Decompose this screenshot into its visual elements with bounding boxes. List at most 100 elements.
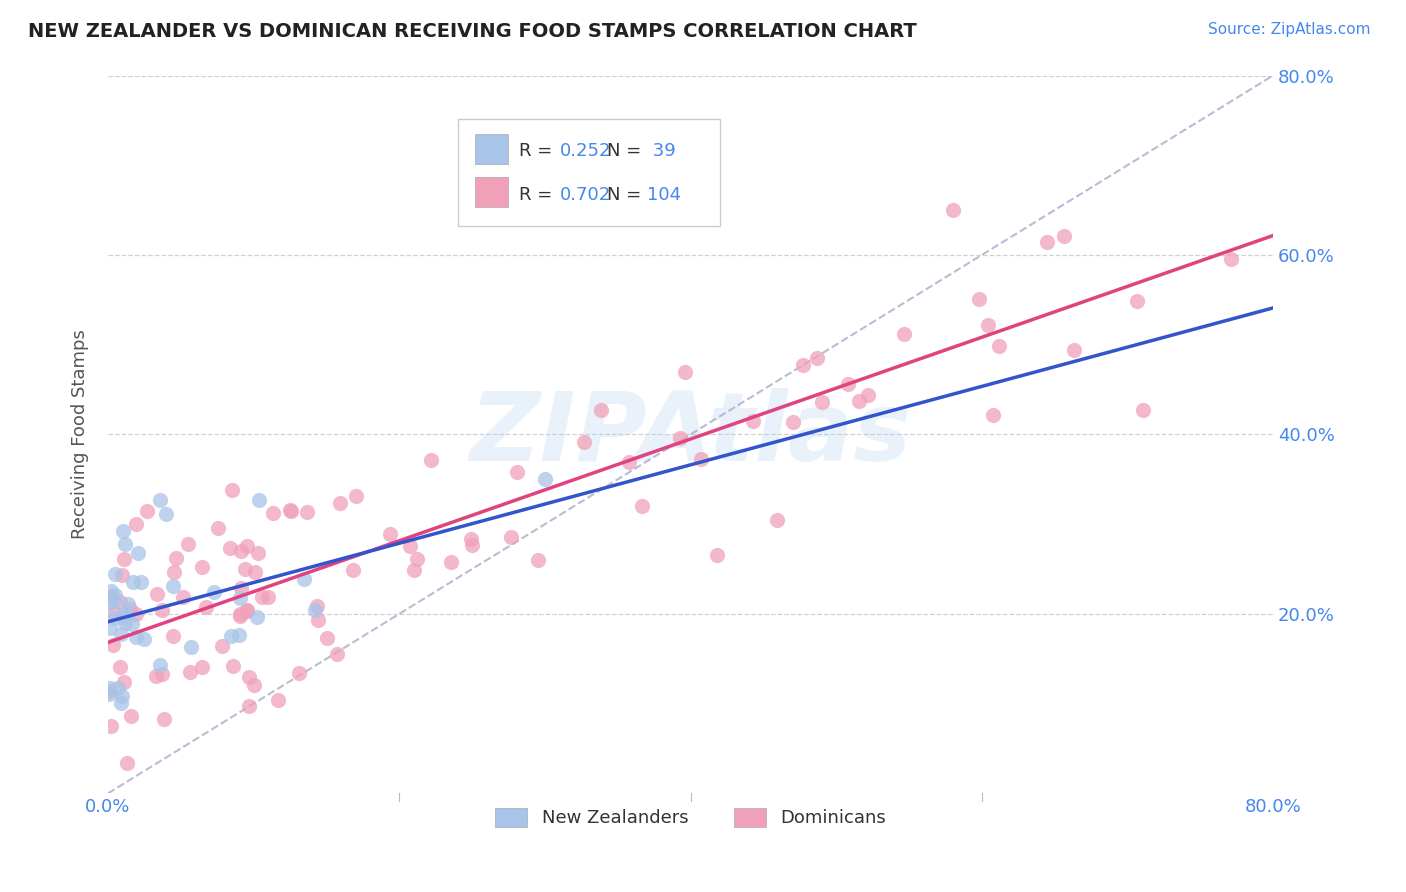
Point: [280, 504, 302, 518]
Point: [292, 572, 315, 586]
Point: [110, 659, 132, 673]
Point: [1053, 229, 1076, 244]
Point: [1063, 343, 1085, 358]
Point: [766, 513, 789, 527]
Text: 39: 39: [647, 142, 676, 160]
Point: [103, 611, 125, 625]
Text: 0.252: 0.252: [560, 142, 612, 160]
Point: [440, 555, 463, 569]
Point: [782, 416, 804, 430]
Point: [180, 640, 202, 655]
Text: N =: N =: [606, 142, 647, 160]
Point: [222, 658, 245, 673]
Point: [262, 506, 284, 520]
Point: [115, 756, 138, 771]
Point: [329, 496, 352, 510]
Point: [114, 537, 136, 551]
Point: [211, 639, 233, 653]
Point: [149, 493, 172, 508]
Point: [673, 365, 696, 379]
Point: [406, 551, 429, 566]
Point: [125, 516, 148, 531]
Point: [150, 667, 173, 681]
Point: [690, 451, 713, 466]
Point: [163, 566, 186, 580]
Point: [145, 587, 167, 601]
Point: [98, 681, 121, 695]
Point: [125, 607, 148, 622]
Point: [135, 504, 157, 518]
Point: [506, 466, 529, 480]
Point: [191, 560, 214, 574]
Point: [238, 671, 260, 685]
Point: [125, 630, 148, 644]
Text: 104: 104: [647, 186, 682, 204]
Text: NEW ZEALANDER VS DOMINICAN RECEIVING FOOD STAMPS CORRELATION CHART: NEW ZEALANDER VS DOMINICAN RECEIVING FOO…: [28, 22, 917, 41]
Point: [315, 631, 337, 645]
Point: [231, 582, 253, 596]
Point: [153, 713, 176, 727]
Point: [250, 590, 273, 604]
Point: [977, 318, 1000, 332]
Point: [114, 616, 136, 631]
Point: [837, 376, 859, 391]
Point: [132, 632, 155, 646]
Point: [121, 617, 143, 632]
Point: [120, 602, 142, 616]
Point: [967, 293, 990, 307]
Point: [342, 563, 364, 577]
Point: [191, 660, 214, 674]
Point: [103, 593, 125, 607]
Point: [112, 524, 135, 538]
Point: [104, 588, 127, 602]
Y-axis label: Receiving Food Stamps: Receiving Food Stamps: [72, 329, 89, 540]
Text: 0.702: 0.702: [560, 186, 612, 204]
Point: [578, 131, 600, 145]
Point: [104, 567, 127, 582]
Point: [792, 359, 814, 373]
Point: [112, 551, 135, 566]
Point: [228, 607, 250, 621]
Point: [630, 500, 652, 514]
Point: [668, 431, 690, 445]
Point: [287, 665, 309, 680]
Legend: New Zealanders, Dominicans: New Zealanders, Dominicans: [488, 801, 893, 835]
Point: [893, 326, 915, 341]
Point: [112, 607, 135, 622]
Point: [404, 563, 426, 577]
Point: [98, 621, 121, 635]
Point: [162, 579, 184, 593]
Point: [499, 530, 522, 544]
Point: [305, 599, 328, 614]
Point: [534, 472, 557, 486]
Point: [117, 598, 139, 612]
Point: [419, 453, 441, 467]
Point: [129, 574, 152, 589]
Point: [848, 393, 870, 408]
Point: [127, 546, 149, 560]
Point: [295, 505, 318, 519]
Point: [121, 575, 143, 590]
Point: [1220, 252, 1243, 266]
Point: [1125, 293, 1147, 308]
Point: [399, 539, 422, 553]
Point: [165, 550, 187, 565]
Point: [155, 507, 177, 521]
Point: [346, 489, 368, 503]
Point: [527, 553, 550, 567]
Point: [103, 606, 125, 620]
Point: [162, 629, 184, 643]
Point: [236, 604, 259, 618]
Point: [247, 546, 270, 560]
Point: [145, 669, 167, 683]
Point: [101, 638, 124, 652]
Point: [150, 603, 173, 617]
Point: [111, 567, 134, 582]
Point: [741, 414, 763, 428]
Point: [202, 585, 225, 599]
Point: [229, 543, 252, 558]
Point: [810, 395, 832, 409]
Point: [179, 665, 201, 680]
Point: [617, 455, 640, 469]
Point: [236, 603, 259, 617]
